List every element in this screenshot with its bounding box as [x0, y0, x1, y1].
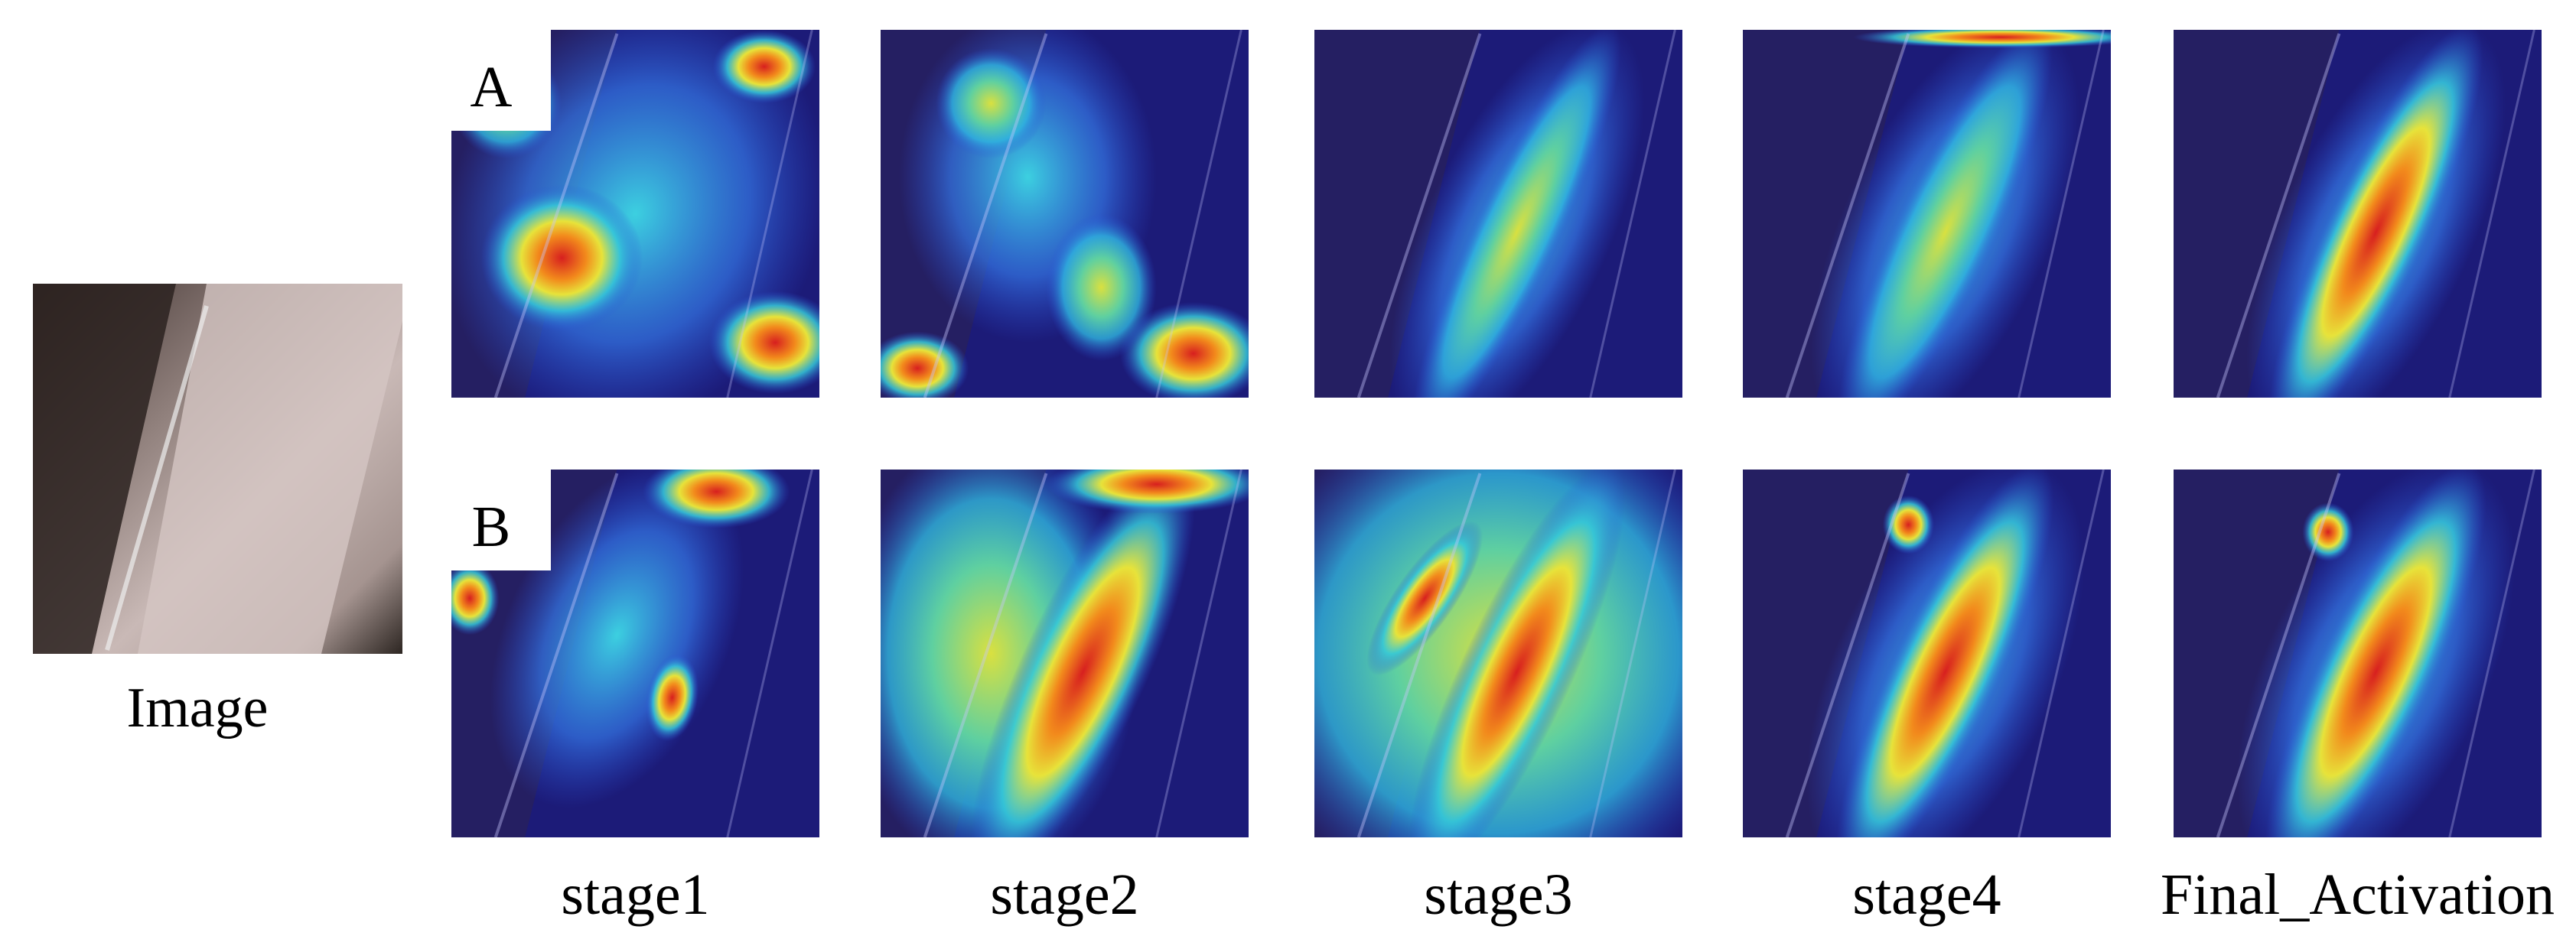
heatmap-panel [2174, 30, 2542, 398]
row-label: A [471, 55, 513, 119]
source-image [33, 284, 402, 654]
heatmap-panel [2174, 470, 2542, 837]
heatmap-panel [1743, 470, 2111, 837]
row-label: B [472, 495, 511, 559]
column-label: stage4 [1852, 863, 2001, 927]
heatmap-panel [1743, 30, 2111, 398]
image-label: Image [127, 677, 269, 739]
row-label-box [451, 470, 551, 570]
column-label: Final_Activation [2161, 863, 2555, 927]
heatmap-panel [1314, 470, 1682, 837]
column-label: stage3 [1424, 863, 1572, 927]
row-label-box [451, 30, 551, 131]
heatmap-panel [881, 30, 1249, 398]
heatmap-panel [1314, 30, 1682, 398]
heatmap-panel [881, 470, 1249, 837]
column-label: stage1 [561, 863, 709, 927]
column-label: stage2 [990, 863, 1138, 927]
